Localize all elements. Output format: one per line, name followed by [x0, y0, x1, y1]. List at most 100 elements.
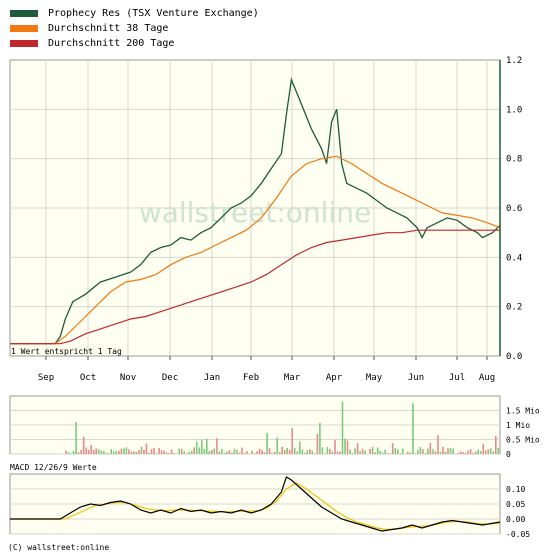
month-tick: May: [366, 373, 383, 383]
volume-bar: [263, 452, 266, 454]
volume-bar: [251, 450, 253, 454]
volume-bar: [407, 451, 409, 454]
month-ticks: Sep Oct Nov Dec Jan Feb Mar Apr May Jun Jul Aug: [38, 356, 495, 383]
volume-bar: [386, 453, 389, 454]
volume-bar: [283, 450, 286, 454]
volume-bar: [82, 436, 85, 454]
volume-bar: [457, 453, 459, 454]
volume-bar: [479, 451, 482, 454]
month-tick: Apr: [326, 373, 343, 383]
volume-bar: [324, 453, 326, 454]
volume-bar: [356, 443, 359, 454]
volume-bar: [178, 448, 180, 454]
volume-bars: [65, 401, 500, 455]
volume-bar: [203, 448, 206, 454]
volume-bar: [221, 449, 223, 454]
volume-bar: [100, 450, 103, 454]
volume-bar: [442, 446, 444, 454]
volume-bar: [321, 447, 324, 454]
volume-bar: [108, 453, 110, 454]
volume-bar: [216, 438, 218, 454]
volume-bar: [85, 447, 87, 454]
month-tick: Jan: [204, 373, 220, 383]
volume-y-tick: 1 Mio: [506, 421, 530, 430]
volume-bar: [208, 450, 211, 454]
price-y-tick: 1.0: [506, 105, 522, 115]
month-tick: Jul: [449, 373, 465, 383]
volume-bar: [492, 451, 495, 454]
volume-bar: [128, 449, 130, 454]
volume-bar: [449, 448, 452, 454]
volume-bar: [409, 452, 412, 454]
volume-bar: [266, 433, 268, 454]
month-tick: Sep: [38, 373, 54, 383]
legend-label-sma38: Durchschnitt 38 Tage: [48, 23, 169, 34]
volume-bar: [329, 448, 331, 454]
volume-bar: [236, 449, 238, 454]
volume-bar: [72, 451, 75, 454]
volume-bar: [231, 452, 233, 454]
volume-bar: [424, 453, 427, 454]
volume-bar: [296, 451, 299, 454]
price-y-tick: 0.0: [506, 352, 522, 362]
volume-bar: [319, 423, 321, 454]
volume-bar: [286, 448, 288, 454]
watermark: wallstreet:online: [139, 196, 371, 229]
volume-bar: [344, 438, 346, 454]
volume-y-tick: 0.5 Mio: [506, 436, 540, 445]
volume-bar: [439, 451, 442, 454]
month-tick: Aug: [479, 373, 495, 383]
volume-bar: [145, 443, 148, 454]
volume-bar: [158, 448, 160, 454]
volume-bar: [155, 453, 158, 454]
volume-bar: [87, 450, 90, 454]
macd-series-line: [10, 476, 501, 532]
volume-bar: [346, 440, 349, 454]
price-y-tick: 0.8: [506, 155, 522, 165]
volume-bar: [195, 441, 198, 454]
volume-bar: [291, 428, 293, 454]
volume-bar: [427, 448, 429, 454]
month-tick: Dec: [162, 373, 178, 383]
volume-bar: [316, 433, 319, 454]
volume-bar: [206, 439, 208, 454]
volume-bar: [281, 447, 283, 454]
volume-bar: [110, 449, 113, 454]
volume-bar: [163, 450, 165, 454]
month-tick: Feb: [243, 373, 259, 383]
volume-bar: [417, 449, 419, 454]
volume-bar: [394, 448, 397, 454]
volume-bar: [173, 453, 175, 454]
volume-bar: [381, 452, 384, 454]
volume-bar: [402, 448, 404, 454]
volume-bar: [253, 453, 256, 454]
volume-bar: [334, 440, 336, 454]
volume-bar: [472, 452, 474, 454]
volume-bar: [241, 447, 243, 454]
volume-bar: [369, 448, 371, 454]
macd-y-tick: -0.05: [506, 530, 530, 539]
volume-bar: [484, 450, 487, 454]
legend-item-sma200: Durchschnitt 200 Tage: [10, 36, 259, 51]
volume-bar: [80, 449, 82, 454]
volume-bar: [374, 452, 376, 454]
volume-bar: [153, 448, 155, 454]
volume-bar: [77, 452, 80, 454]
volume-bar: [422, 449, 424, 454]
volume-bar: [376, 447, 379, 454]
volume-bar: [414, 453, 417, 454]
volume-bar: [304, 452, 306, 454]
volume-bar: [487, 449, 489, 454]
volume-bar: [354, 448, 356, 454]
volume-bar: [437, 435, 439, 454]
volume-bar: [190, 450, 193, 454]
volume-bar: [130, 451, 133, 454]
volume-bar: [462, 452, 464, 454]
volume-bar: [103, 451, 105, 454]
volume-bar: [314, 453, 316, 454]
macd-y-tick: 0.05: [506, 500, 525, 509]
volume-bar: [243, 452, 246, 454]
macd-y-tick: 0.00: [506, 515, 525, 524]
volume-bar: [180, 448, 183, 454]
